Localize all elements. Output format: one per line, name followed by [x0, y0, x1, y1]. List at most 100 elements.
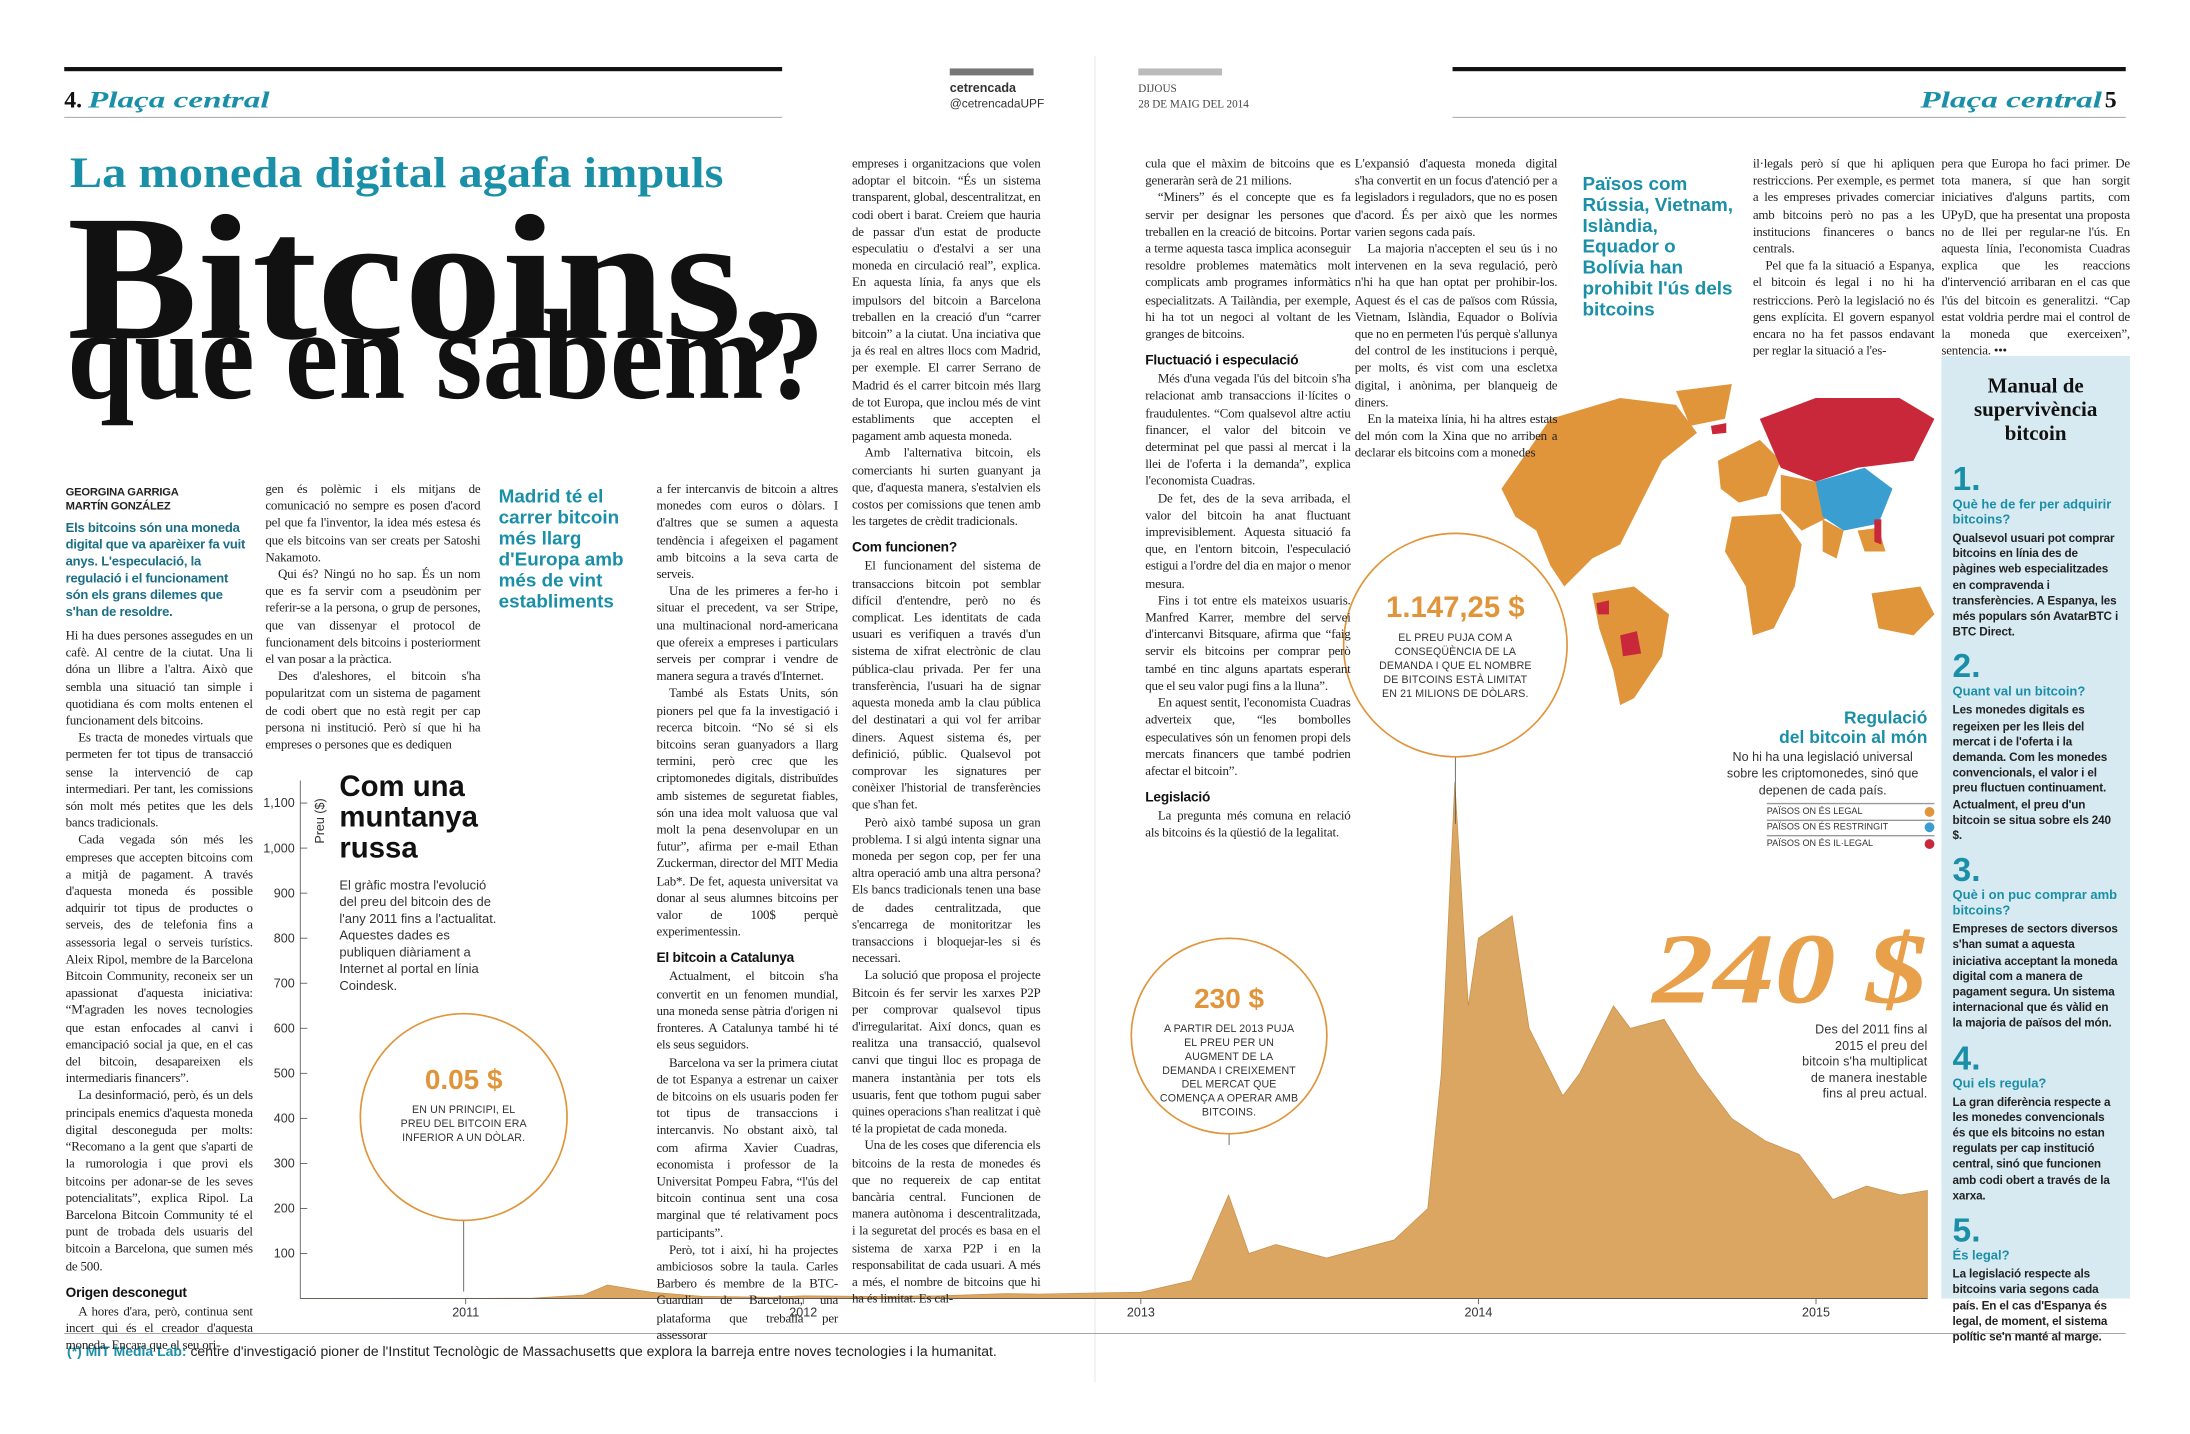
- chart: 100 200 300 400 500 600 700 800 900 1,000 1,100 201…: [263, 780, 1928, 1320]
- subhead: Legislació: [1145, 790, 1211, 806]
- paragraph: Fins i tot entre els mateixos usuaris. M…: [1145, 594, 1351, 694]
- item-number: 1.: [1952, 460, 1981, 499]
- annotation-circle: [1342, 532, 1568, 758]
- brand-handle: @cetrencadaUPF: [950, 97, 1044, 111]
- map-region: [1717, 439, 1781, 503]
- y-tick-label: 200: [274, 1202, 295, 1216]
- map-region: [1596, 600, 1609, 615]
- date-bar: [1138, 68, 1223, 76]
- item-answer: Les monedes digitals es regeixen per les…: [1952, 702, 2111, 843]
- item-answer: La legislació respecte als bitcoins vari…: [1952, 1266, 2108, 1344]
- page-number: 4.: [64, 88, 82, 114]
- paragraph: cula que el màxim de bitcoins que es gen…: [1145, 157, 1351, 189]
- paragraph: pera que Europa ho faci primer. De tota …: [1941, 157, 2130, 360]
- paragraph: La pregunta més comuna en relació als bi…: [1145, 810, 1351, 842]
- paragraph: El funcionament del sistema de transacci…: [851, 560, 1041, 814]
- text-column: il·legals però sí que hi apliquen restri…: [1753, 156, 1935, 360]
- footnote-marker: (*): [67, 1344, 82, 1360]
- map-title: del bitcoin al món: [1779, 727, 1927, 747]
- annotation-text: EL PREU PUJA COM A CONSEQÜÈNCIA DE LA DE…: [1379, 631, 1532, 700]
- paragraph: Però, tot i així, hi ha projectes ambici…: [656, 1243, 839, 1343]
- day: DIJOUS: [1138, 83, 1176, 95]
- paragraph: “Miners” és el concepte que es fa servir…: [1145, 191, 1351, 343]
- x-tick-label: 2011: [452, 1306, 479, 1320]
- map-legend: PAÏSOS ON ÉS LEGAL PAÏSOS ON ÉS RESTRINGI…: [1766, 802, 1935, 851]
- legend-swatch: [1924, 806, 1935, 817]
- x-tick-label: 2015: [1802, 1306, 1830, 1320]
- map-region: [1759, 397, 1935, 482]
- y-tick-label: 1,000: [263, 841, 294, 855]
- item-number: 3.: [1952, 852, 1981, 890]
- paragraph: Amb l'alternativa bitcoin, els comercian…: [851, 447, 1041, 530]
- annotation-label: 0.05 $: [425, 1064, 503, 1095]
- section-name: Plaça central: [87, 88, 271, 114]
- annotation-label: 240 $: [1650, 913, 1928, 1025]
- legend-swatch: [1924, 822, 1935, 833]
- annotation-label: 230 $: [1194, 983, 1264, 1014]
- paragraph: L'expansió d'aquesta moneda digital s'ha…: [1354, 157, 1558, 240]
- paragraph: Es tracta de monedes virtuals que permet…: [65, 731, 253, 832]
- footnote: (*) MIT Media Lab: centre d'investigació…: [67, 1343, 2120, 1363]
- map-region: [1620, 631, 1642, 657]
- annotation-text: Des del 2011 fins al 2015 el preu del bi…: [1802, 1022, 1928, 1101]
- text-column: empreses i organitzacions que volen adop…: [852, 156, 1041, 1309]
- paragraph: La majoria n'accepten el seu ús i no int…: [1354, 242, 1558, 411]
- item-answer: La gran diferència respecte a les monede…: [1952, 1094, 2111, 1203]
- text-column: a fer intercanvis de bitcoin a altres mo…: [656, 482, 838, 1345]
- item-number: 5.: [1952, 1212, 1981, 1250]
- legend-row: PAÏSOS ON ÉS LEGAL: [1766, 802, 1935, 819]
- footnote-term: MIT Media Lab:: [85, 1344, 187, 1360]
- map-region: [1822, 519, 1844, 559]
- byline: GEORGINA GARRIGA MARTÍN GONZÁLEZ: [66, 486, 253, 514]
- date: 28 DE MAIG DEL 2014: [1138, 99, 1249, 111]
- legend-swatch: [1924, 838, 1935, 849]
- paragraph: La desinformació, però, és un dels princ…: [65, 1089, 253, 1275]
- chart-description: El gràfic mostra l'evolució del preu del…: [339, 878, 497, 993]
- map-region: [1724, 513, 1802, 636]
- paragraph: Barcelona va ser la primera ciutat de to…: [656, 1056, 839, 1241]
- header-rule: [64, 67, 783, 72]
- item-question: Qui els regula?: [1952, 1076, 2047, 1091]
- paragraph: Però això també suposa un gran problema.…: [851, 816, 1041, 967]
- lead: Els bitcoins són una moneda digital que …: [65, 520, 246, 619]
- map-region: [1871, 586, 1935, 636]
- chart-title: Com una muntanya russa: [339, 770, 478, 865]
- text-column: pera que Europa ho faci primer. De tota …: [1941, 156, 2130, 360]
- y-tick-label: 300: [274, 1157, 295, 1171]
- legend-label: PAÏSOS ON ÉS IL·LEGAL: [1766, 838, 1874, 849]
- pullquote: Països com Rússia, Vietnam, Islàndia, Eq…: [1582, 173, 1733, 320]
- map-title: Regulació: [1844, 707, 1927, 727]
- y-tick-label: 900: [274, 886, 295, 900]
- text-column: gen és polèmic i els mitjans de comunica…: [265, 482, 480, 755]
- item-question: Què i on puc comprar amb bitcoins?: [1952, 888, 2118, 918]
- x-tick-label: 2013: [1127, 1306, 1155, 1320]
- page-number: 5: [2105, 88, 2117, 114]
- y-tick-label: 1,100: [263, 796, 294, 810]
- legend-row: PAÏSOS ON ÉS RESTRINGIT: [1766, 818, 1935, 835]
- sidebar: Manual de supervivència bitcoin 1. Què he …: [1941, 356, 2130, 1343]
- subhead: Origen desconegut: [65, 1285, 187, 1301]
- map-region: [1501, 397, 1697, 587]
- sidebar-title: Manual de supervivència bitcoin: [1973, 375, 2098, 446]
- x-tick-label: 2014: [1464, 1306, 1492, 1320]
- y-tick-label: 400: [274, 1112, 295, 1126]
- price-area: [299, 781, 1928, 1299]
- item-number: 4.: [1952, 1039, 1981, 1078]
- map-caption: No hi ha una legislació universal sobre …: [1726, 749, 1919, 798]
- subhead: El bitcoin a Catalunya: [656, 951, 795, 967]
- paragraph: gen és polèmic i els mitjans de comunica…: [265, 483, 481, 566]
- legend-label: PAÏSOS ON ÉS RESTRINGIT: [1766, 822, 1889, 833]
- item-question: És legal?: [1952, 1248, 2010, 1263]
- item-number: 2.: [1952, 648, 1981, 687]
- headline: Bitcoins,: [67, 179, 790, 377]
- y-tick-label: 700: [274, 976, 295, 990]
- paragraph: empreses i organitzacions que volen adop…: [851, 157, 1041, 445]
- map-region: [1815, 467, 1893, 531]
- paragraph: Pel que fa la situació a Espanya, el bit…: [1752, 260, 1935, 360]
- annotation-circle: [359, 1012, 568, 1222]
- paragraph: Una de les primeres a fer-ho i situar el…: [656, 585, 839, 685]
- kicker: La moneda digital agafa impuls: [70, 149, 724, 197]
- item-answer: Empreses de sectors diversos s'han sumat…: [1952, 921, 2118, 1030]
